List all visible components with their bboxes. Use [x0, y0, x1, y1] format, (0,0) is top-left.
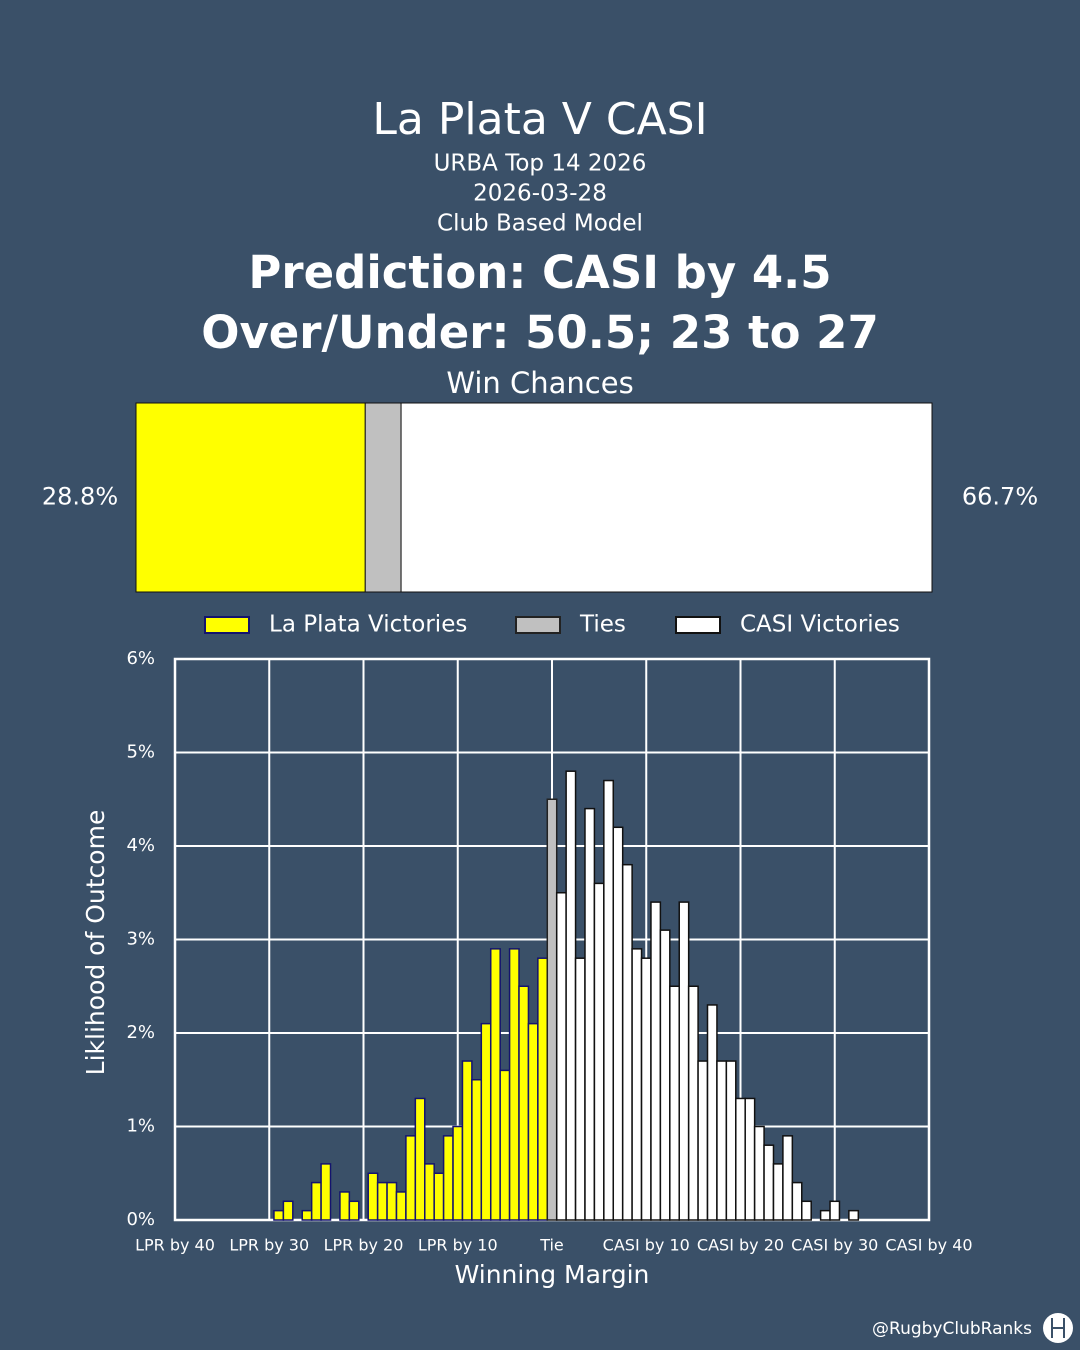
bar [310, 1181, 322, 1221]
x-tick-label: LPR by 40 [135, 1236, 215, 1255]
bar [584, 807, 596, 1221]
win-label: 66.7% [962, 483, 1038, 511]
legend-label: Ties [579, 612, 626, 638]
bar [593, 882, 605, 1221]
bar [518, 985, 530, 1221]
bar [499, 1069, 511, 1221]
bar [848, 1209, 860, 1221]
bar [782, 1135, 794, 1221]
x-tick-label: CASI by 10 [603, 1236, 690, 1255]
win-label: 28.8% [42, 483, 118, 511]
bar [621, 863, 633, 1221]
logo-mark [1051, 1318, 1065, 1338]
bar [508, 948, 520, 1221]
x-tick-label: CASI by 30 [791, 1236, 878, 1255]
headline: Prediction: CASI by 4.5 [248, 246, 831, 299]
bar [405, 1135, 417, 1221]
bar [301, 1209, 313, 1221]
bar [603, 779, 615, 1221]
bar [772, 1163, 784, 1221]
y-tick-label: 4% [126, 835, 155, 856]
bar [386, 1181, 398, 1221]
x-tick-label: CASI by 20 [697, 1236, 784, 1255]
y-tick-label: 5% [126, 742, 155, 763]
y-tick-label: 0% [126, 1209, 155, 1230]
bar [282, 1200, 294, 1221]
win-segment [135, 402, 366, 593]
legend-swatch [515, 616, 561, 634]
bar [555, 892, 567, 1221]
bar [320, 1163, 332, 1221]
x-tick-label: CASI by 40 [885, 1236, 972, 1255]
x-axis-label: Winning Margin [455, 1260, 650, 1289]
subtitle: Club Based Model [437, 211, 643, 237]
subtitle: 2026-03-28 [473, 181, 607, 207]
bar [612, 826, 624, 1221]
subtitle: URBA Top 14 2026 [434, 151, 647, 177]
y-tick-label: 6% [126, 648, 155, 669]
legend-swatch [204, 616, 250, 634]
bar [744, 1097, 756, 1221]
y-tick-label: 2% [126, 1022, 155, 1043]
bar [819, 1209, 831, 1221]
bar [480, 1022, 492, 1221]
bar [367, 1172, 379, 1221]
win-segment [364, 402, 402, 593]
bar [669, 985, 680, 1221]
bar [763, 1144, 775, 1221]
bar [697, 1060, 709, 1221]
bar [461, 1060, 473, 1221]
bar [546, 798, 558, 1221]
bar [791, 1181, 803, 1221]
x-tick-label: LPR by 20 [324, 1236, 404, 1255]
bar [471, 1079, 483, 1221]
x-tick-label: LPR by 30 [229, 1236, 309, 1255]
bar [433, 1172, 445, 1221]
legend-swatch [675, 616, 721, 634]
bar [442, 1135, 454, 1221]
bar [424, 1163, 435, 1221]
bar [753, 1125, 765, 1221]
bar [574, 957, 586, 1221]
bar [452, 1125, 464, 1221]
bar [414, 1097, 426, 1221]
bar [687, 985, 699, 1221]
win-segment [400, 402, 933, 593]
bar [565, 770, 577, 1221]
bar [678, 901, 690, 1221]
bar [735, 1097, 746, 1221]
bar [348, 1200, 360, 1221]
bar [716, 1060, 728, 1221]
bar [650, 901, 662, 1221]
bar [273, 1209, 285, 1221]
bar [659, 929, 671, 1221]
y-axis-label: Liklihood of Outcome [81, 810, 110, 1076]
bar [339, 1191, 351, 1221]
bar [527, 1022, 539, 1221]
credit: @RugbyClubRanks [872, 1319, 1032, 1339]
legend-label: La Plata Victories [269, 612, 467, 638]
bar [640, 957, 652, 1221]
bar [706, 1004, 718, 1221]
y-tick-label: 1% [126, 1116, 155, 1137]
bar [725, 1060, 737, 1221]
y-tick-label: 3% [126, 929, 155, 950]
x-tick-label: LPR by 10 [418, 1236, 498, 1255]
legend-label: CASI Victories [740, 612, 900, 638]
bar-title: Win Chances [446, 366, 633, 400]
bar [631, 948, 643, 1221]
x-tick-label: Tie [539, 1236, 564, 1255]
bar [376, 1181, 388, 1221]
bar [537, 957, 549, 1221]
bar [489, 948, 501, 1221]
bar [829, 1200, 841, 1221]
title: La Plata V CASI [372, 94, 707, 145]
bar [801, 1200, 812, 1221]
bar [395, 1191, 407, 1221]
headline: Over/Under: 50.5; 23 to 27 [201, 306, 879, 359]
